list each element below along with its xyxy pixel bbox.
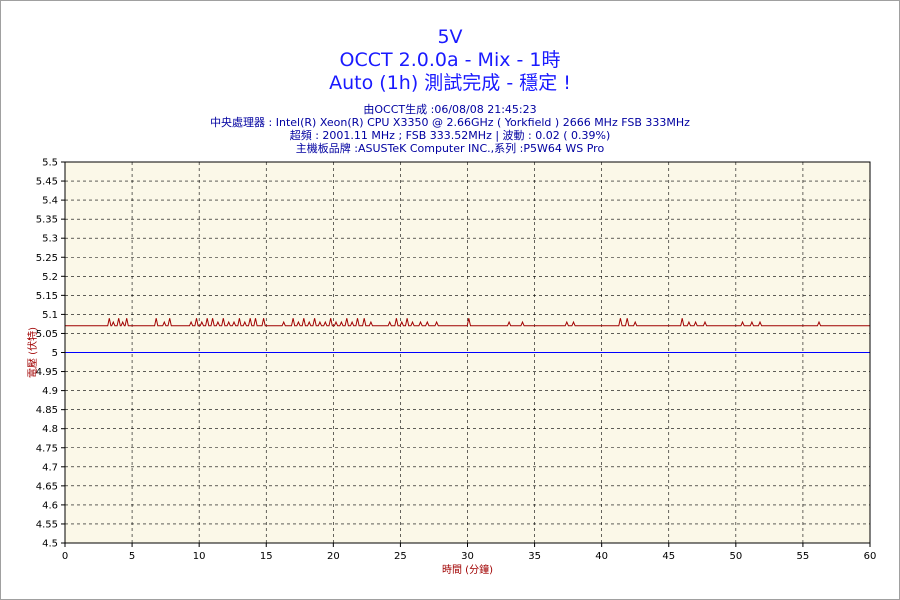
chart-title-rail: 5V	[437, 26, 463, 48]
y-tick-label: 5	[52, 348, 58, 359]
y-tick-label: 5.4	[42, 196, 58, 207]
y-tick-label: 4.75	[36, 443, 58, 454]
x-tick-label: 60	[864, 551, 877, 562]
x-tick-label: 5	[129, 551, 135, 562]
y-tick-label: 4.8	[42, 424, 58, 435]
y-tick-label: 4.85	[36, 405, 58, 416]
x-tick-label: 10	[193, 551, 206, 562]
y-tick-label: 5.05	[36, 329, 58, 340]
x-axis-label: 時間 (分鐘)	[442, 563, 493, 576]
chart-title-test: OCCT 2.0.0a - Mix - 1時	[339, 49, 561, 71]
x-tick-label: 15	[260, 551, 273, 562]
y-tick-label: 5.5	[42, 158, 58, 169]
y-tick-label: 5.3	[42, 234, 58, 245]
info-cpu: 中央處理器 : Intel(R) Xeon(R) CPU X3350 @ 2.6…	[210, 116, 690, 129]
y-tick-label: 4.95	[36, 367, 58, 378]
x-axis-ticks: 0 5 10 15 20 25 30 35 40 45 50 55 60	[62, 543, 877, 562]
y-axis-ticks: 5.5 5.45 5.4 5.35 5.3 5.25 5.2 5.15 5.1 5.05 5 4.95…	[36, 158, 65, 550]
x-tick-label: 55	[797, 551, 810, 562]
y-tick-label: 4.9	[42, 386, 58, 397]
x-tick-label: 20	[327, 551, 340, 562]
y-tick-label: 4.7	[42, 462, 58, 473]
info-overclock: 超頻 : 2001.11 MHz ; FSB 333.52MHz | 波動 : …	[289, 129, 611, 142]
y-tick-label: 5.15	[36, 291, 58, 302]
x-tick-label: 25	[394, 551, 407, 562]
y-tick-label: 5.2	[42, 272, 58, 283]
series-voltage	[65, 318, 870, 327]
y-tick-label: 5.45	[36, 177, 58, 188]
y-tick-label: 5.35	[36, 215, 58, 226]
y-tick-label: 5.25	[36, 253, 58, 264]
x-tick-label: 30	[461, 551, 474, 562]
x-tick-label: 45	[662, 551, 675, 562]
x-tick-label: 0	[62, 551, 68, 562]
x-tick-label: 35	[528, 551, 541, 562]
y-tick-label: 4.55	[36, 519, 58, 530]
y-tick-label: 5.1	[42, 310, 58, 321]
y-tick-label: 4.5	[42, 539, 58, 550]
plot-border	[64, 161, 871, 544]
x-tick-label: 50	[729, 551, 742, 562]
x-tick-label: 40	[595, 551, 608, 562]
y-tick-label: 4.6	[42, 500, 58, 511]
y-axis-label: 電壓 (伏特)	[26, 327, 39, 378]
chart-title-status: Auto (1h) 測試完成 - 穩定 !	[329, 72, 571, 94]
info-generated: 由OCCT生成 :06/08/08 21:45:23	[363, 103, 537, 116]
info-motherboard: 主機板品牌 :ASUSTeK Computer INC.,系列 :P5W64 W…	[295, 142, 605, 155]
y-tick-label: 4.65	[36, 481, 58, 492]
